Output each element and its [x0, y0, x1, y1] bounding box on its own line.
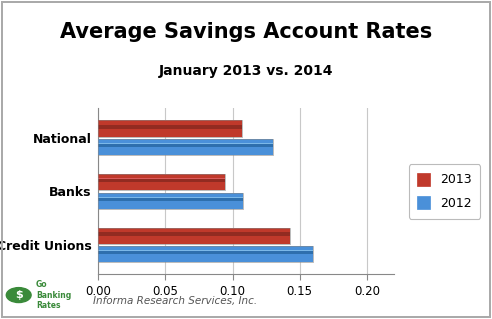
Bar [98, 121, 242, 137]
Bar [98, 125, 242, 129]
Bar [98, 143, 273, 147]
Bar [98, 193, 244, 209]
Bar [98, 178, 224, 182]
Bar [98, 232, 290, 235]
Bar [98, 197, 244, 201]
Bar [98, 246, 313, 262]
Bar [98, 246, 313, 262]
Bar [98, 251, 313, 254]
Bar [98, 174, 224, 190]
Bar [98, 144, 273, 147]
Bar [98, 250, 313, 254]
Text: Banking: Banking [36, 291, 71, 300]
Bar [98, 121, 242, 137]
Bar [98, 227, 290, 244]
Text: Average Savings Account Rates: Average Savings Account Rates [60, 22, 432, 42]
Text: January 2013 vs. 2014: January 2013 vs. 2014 [159, 64, 333, 78]
Text: Go: Go [36, 280, 48, 289]
Bar [98, 227, 290, 244]
Text: Rates: Rates [36, 301, 61, 310]
Bar [98, 197, 244, 201]
Text: $: $ [15, 290, 23, 300]
Bar [98, 139, 273, 155]
Bar [98, 124, 242, 129]
Bar [98, 232, 290, 235]
Text: Informa Research Services, Inc.: Informa Research Services, Inc. [93, 296, 258, 306]
Circle shape [6, 288, 31, 302]
Bar [98, 193, 244, 209]
Bar [98, 174, 224, 190]
Legend: 2013, 2012: 2013, 2012 [409, 164, 480, 219]
Bar [98, 179, 224, 182]
Bar [98, 139, 273, 155]
